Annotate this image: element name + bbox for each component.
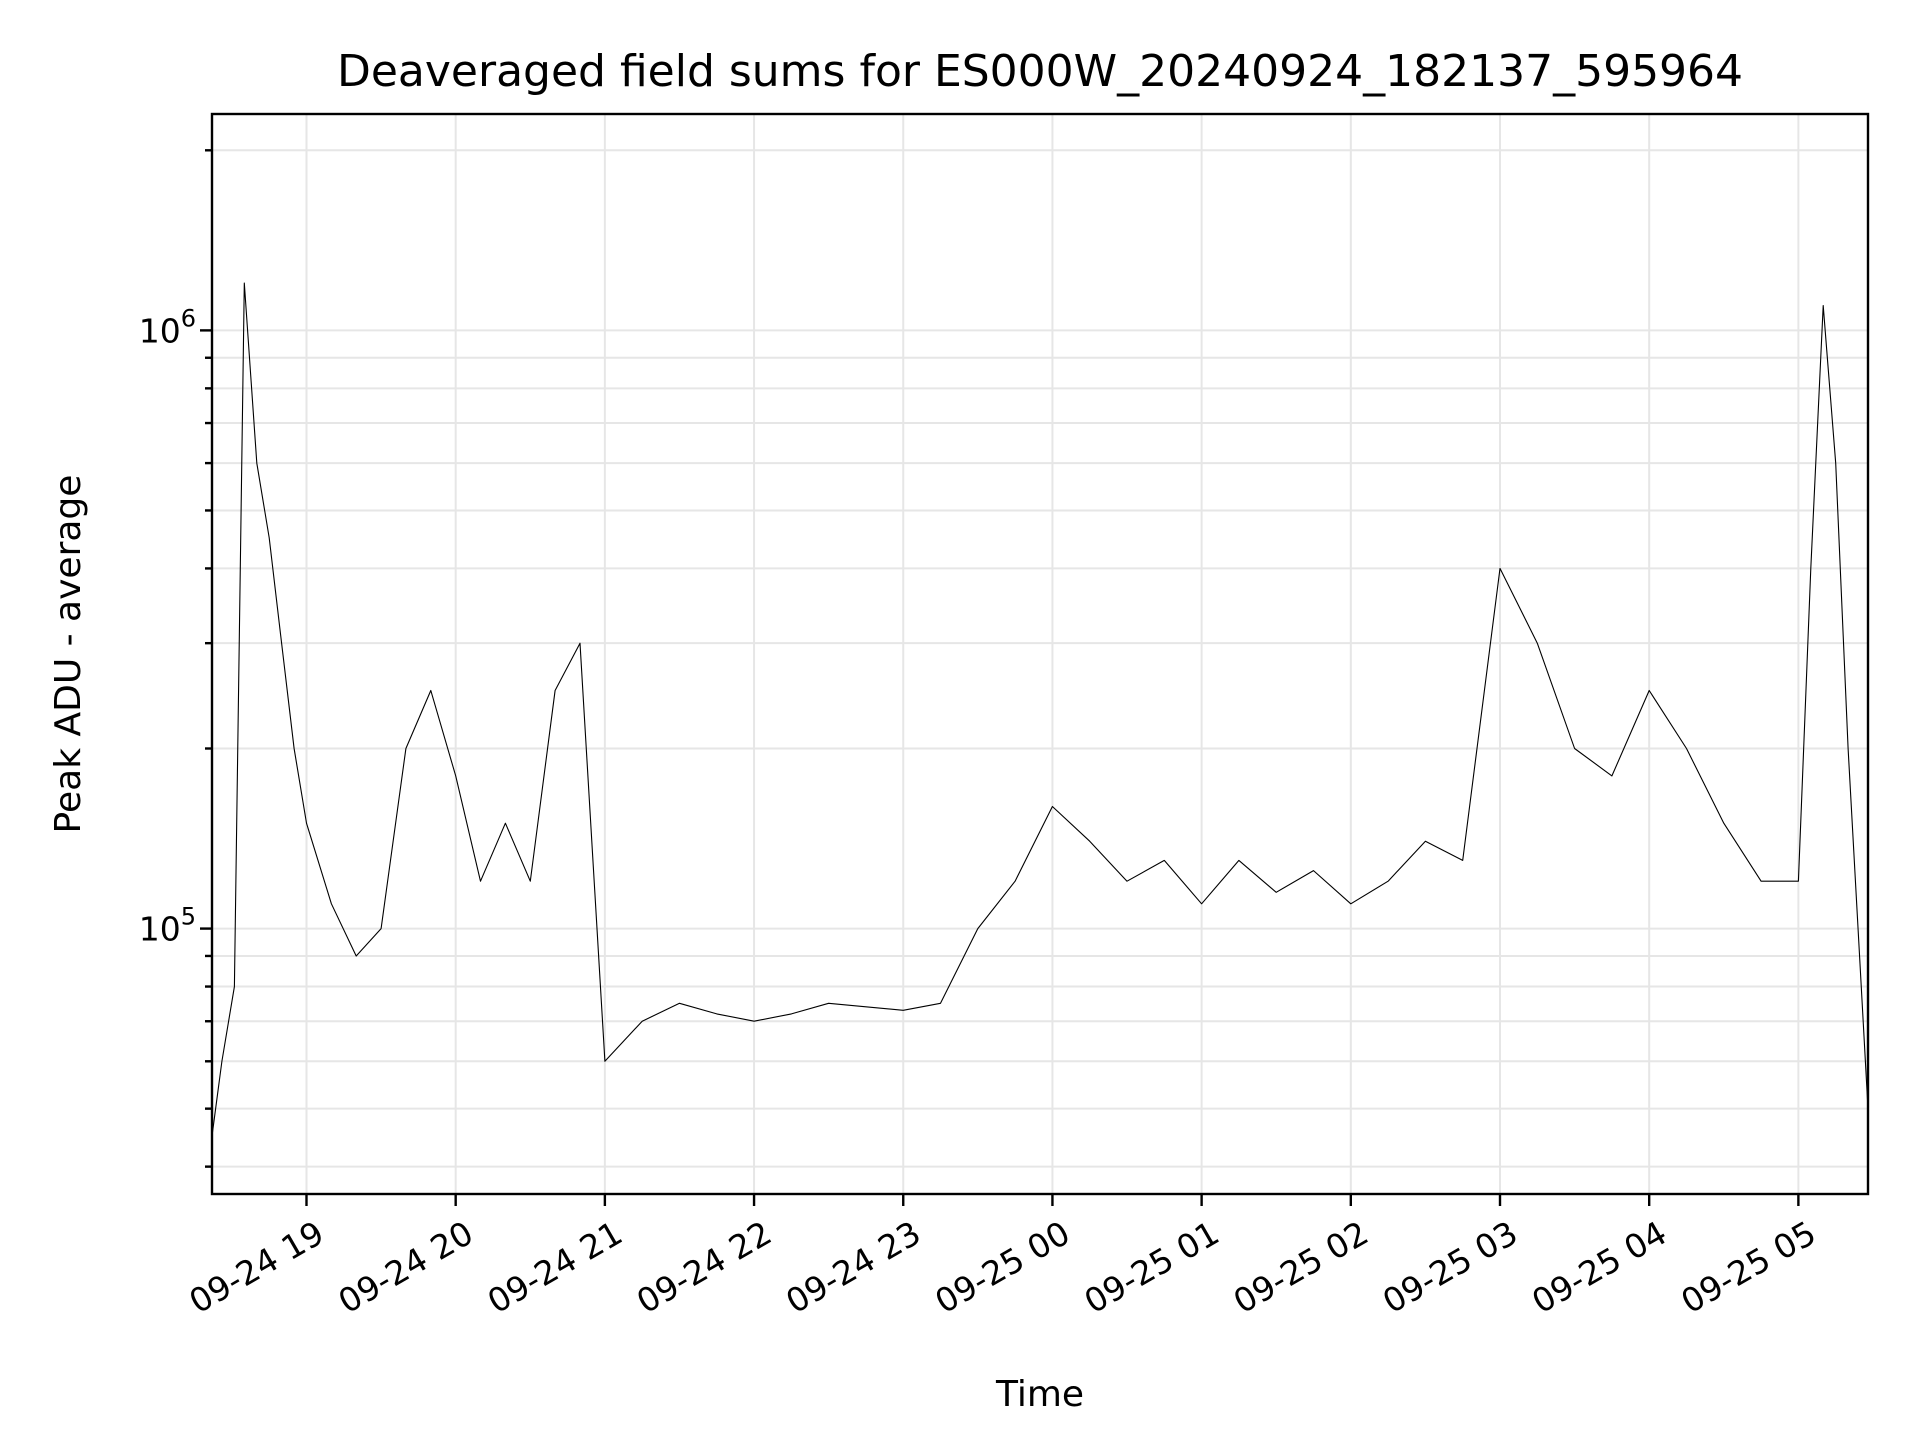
y-tick-label-base: 10 [139,311,181,350]
y-axis-label: Peak ADU - average [48,475,89,834]
y-tick-label: 105 [139,903,196,949]
y-tick-label-exponent: 6 [181,304,196,332]
y-tick-label: 106 [139,304,196,350]
y-tick-label-exponent: 5 [181,903,196,931]
plot-frame [210,112,1870,1196]
data-layer [211,282,1869,1137]
x-axis-label: Time [995,1374,1084,1415]
series-line [211,282,1869,1137]
chart-title: Deaveraged field sums for ES000W_2024092… [337,46,1743,97]
y-tick-label-base: 10 [139,910,181,949]
grid-layer [212,114,1868,1194]
